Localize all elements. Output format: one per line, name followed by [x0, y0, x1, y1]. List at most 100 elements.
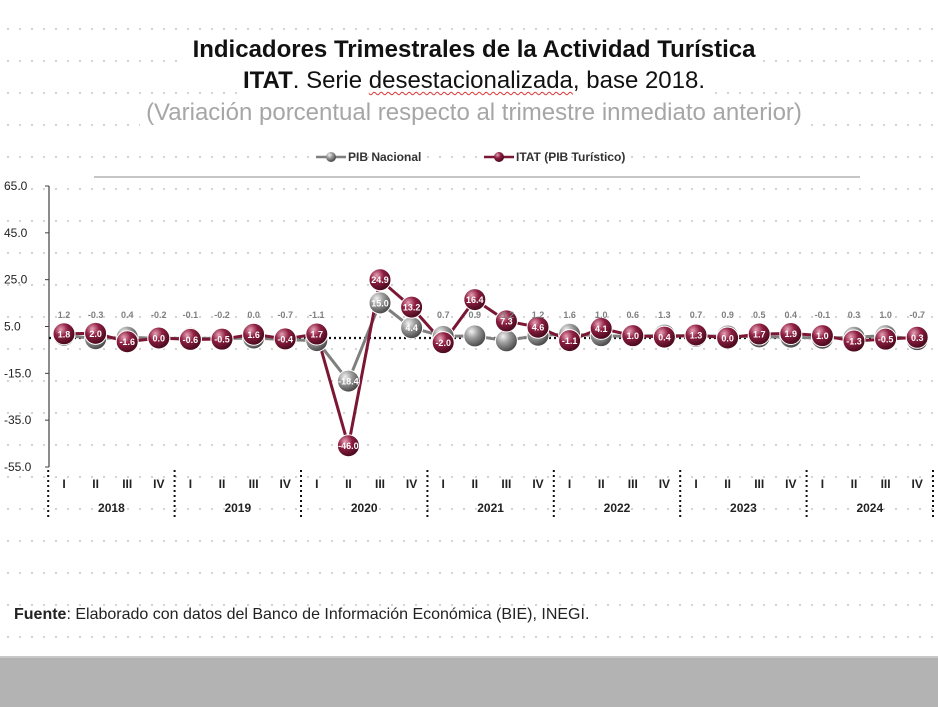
x-tick-label: II: [92, 477, 99, 491]
data-label: -2.0: [435, 338, 451, 348]
title-base: , base 2018.: [572, 67, 706, 94]
x-tick-label: III: [249, 477, 259, 491]
series-marker: [242, 322, 266, 346]
series-marker: [147, 326, 171, 350]
data-label: 1.6: [247, 330, 260, 340]
y-tick-label: 45.0: [4, 226, 28, 240]
x-tick-label: II: [851, 477, 858, 491]
series-marker: [305, 322, 329, 346]
data-label: 15.0: [371, 298, 389, 308]
year-label: 2024: [856, 501, 883, 515]
y-tick-label: -55.0: [4, 460, 32, 474]
x-tick-label: I: [315, 477, 318, 491]
series-marker: [905, 325, 929, 349]
series-marker: [210, 327, 234, 351]
data-label: -0.4: [277, 334, 293, 344]
series-marker: [52, 322, 76, 346]
x-tick-label: I: [189, 477, 192, 491]
data-label: 2.0: [89, 329, 102, 339]
legend-swatch-marker: [326, 152, 336, 162]
title-itat: ITAT: [242, 67, 293, 94]
series-marker: [558, 329, 582, 353]
data-label: -0.7: [909, 310, 925, 320]
year-label: 2023: [730, 501, 757, 515]
data-label: -46.0: [338, 441, 359, 451]
data-label: 1.0: [595, 310, 608, 320]
x-tick-label: IV: [406, 477, 417, 491]
data-label: 7.3: [500, 316, 513, 326]
series-marker: [463, 288, 487, 312]
legend-swatch-marker: [494, 152, 504, 162]
data-label: 4.6: [532, 323, 545, 333]
data-label: -0.5: [878, 335, 894, 345]
data-label: 0.6: [627, 310, 640, 320]
data-label: 1.2: [532, 310, 545, 320]
data-label: 1.9: [785, 329, 798, 339]
series-marker: [178, 327, 202, 351]
series-marker: [400, 295, 424, 319]
y-tick-label: -35.0: [4, 413, 32, 427]
line-chart: PIB Nacional ITAT (PIB Turístico) 65.0 45.…: [4, 150, 934, 520]
x-tick-label: IV: [912, 477, 923, 491]
data-label: -0.1: [815, 310, 831, 320]
x-tick-label: IV: [280, 477, 291, 491]
data-label: -0.1: [183, 310, 199, 320]
x-tick-label: IV: [659, 477, 670, 491]
data-label: -18.4: [338, 377, 359, 387]
x-tick-label: III: [628, 477, 638, 491]
data-labels: 1.2 -0.3 0.4 -0.2 -0.1 -0.2 0.0 -0.7 -1.1 -18.4 15…: [58, 275, 925, 451]
series-marker: [621, 324, 645, 348]
x-tick-label: II: [345, 477, 352, 491]
x-tick-label: II: [219, 477, 226, 491]
y-tick-label: 65.0: [4, 179, 28, 193]
x-tick-label: I: [62, 477, 65, 491]
series-marker: [368, 291, 392, 315]
series-marker: [874, 327, 898, 351]
series-marker: [716, 326, 740, 350]
year-label: 2021: [477, 501, 504, 515]
data-label: 1.6: [563, 310, 576, 320]
title-line-1: Indicadores Trimestrales de la Actividad…: [186, 34, 762, 65]
data-label: -0.3: [88, 310, 104, 320]
series-marker: [747, 322, 771, 346]
data-label: 0.0: [721, 334, 734, 344]
series-marker: [273, 327, 297, 351]
x-tick-label: I: [568, 477, 571, 491]
y-tick-label: -15.0: [4, 366, 32, 380]
x-tick-label: I: [442, 477, 445, 491]
data-label: -0.6: [183, 335, 199, 345]
year-label: 2020: [351, 501, 378, 515]
data-label: 0.4: [785, 310, 798, 320]
data-label: 0.4: [121, 310, 134, 320]
data-label: 1.8: [58, 329, 71, 339]
y-tick-label: 25.0: [4, 273, 28, 287]
series-marker: [84, 321, 108, 345]
data-label: 0.3: [911, 333, 924, 343]
series-marker: [526, 315, 550, 339]
data-label: 0.3: [848, 310, 861, 320]
legend-label: ITAT (PIB Turístico): [516, 150, 625, 164]
series-marker: [463, 324, 487, 348]
data-label: -0.2: [151, 310, 167, 320]
data-label: 1.0: [627, 331, 640, 341]
x-tick-label: I: [821, 477, 824, 491]
data-label: 4.4: [405, 323, 418, 333]
series-marker: [115, 330, 139, 354]
year-label: 2018: [98, 501, 125, 515]
data-label: 0.5: [753, 310, 766, 320]
x-tick-label: IV: [785, 477, 796, 491]
data-label: 0.9: [721, 310, 734, 320]
y-tick-label: 5.0: [4, 320, 21, 334]
data-label: 4.1: [595, 324, 608, 334]
x-tick-label: III: [375, 477, 385, 491]
data-label: -1.1: [562, 336, 578, 346]
chart-title: Indicadores Trimestrales de la Actividad…: [0, 34, 938, 129]
x-tick-label: II: [471, 477, 478, 491]
title-line-3: (Variación porcentual respecto al trimes…: [140, 96, 808, 129]
series-marker: [842, 329, 866, 353]
legend-label: PIB Nacional: [348, 150, 421, 164]
data-label: 0.7: [437, 310, 450, 320]
series-marker: [336, 369, 360, 393]
series-lines: [63, 278, 918, 448]
data-label: 0.7: [690, 310, 703, 320]
